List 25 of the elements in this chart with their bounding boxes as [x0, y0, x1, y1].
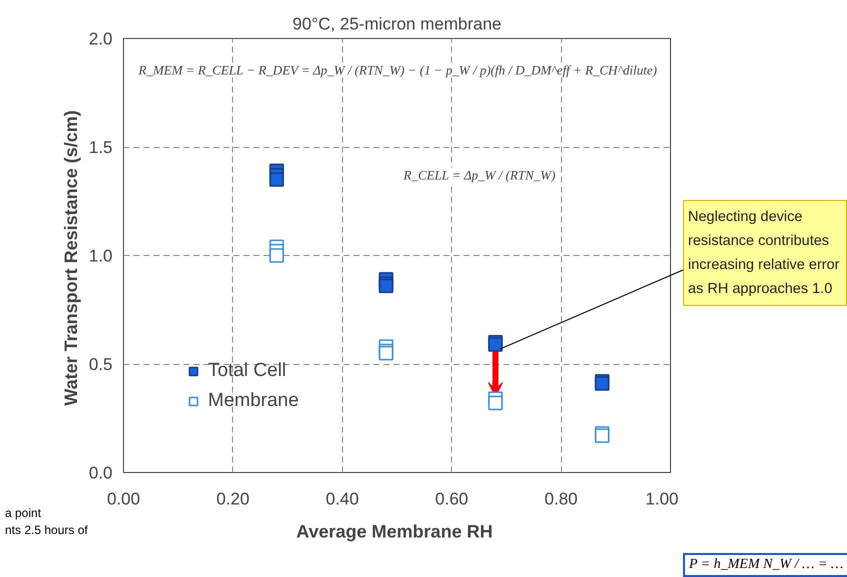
point [269, 172, 284, 187]
annotation: R_CELL = Δp_W / (RTN_W) [402, 168, 556, 182]
chart-title: 90°C, 25-micron membrane [292, 14, 502, 34]
annotation: Neglecting device resistance contributes increasing relative error as RH approaches 1.0 [688, 209, 840, 297]
text: nts 2.5 hours of [5, 523, 88, 537]
y-tick-label: 0.5 [88, 355, 113, 374]
x-tick-label: 1.00 [645, 490, 679, 508]
x-tick-label: 0.40 [326, 490, 359, 508]
y-tick-label: 0.0 [88, 464, 113, 482]
y-tick-label: 1.5 [88, 138, 113, 157]
y-tick-label: 1.0 [88, 246, 113, 266]
text: P = h_MEM N_W / … = … [683, 553, 847, 577]
x-tick-label: 0.80 [544, 490, 578, 508]
annotation: R_MEM = R_CELL − R_DEV = Δp_W / (RTN_W) − (1 − p_W / p)(fh / D_DM^eff + R_CH^dilute) [138, 62, 657, 78]
legend-label: Total Cell [208, 360, 286, 382]
legend-label: Membrane [208, 390, 299, 412]
x-axis-title: Average Membrane RH [296, 522, 493, 542]
y-tick-label: 2.0 [88, 30, 113, 48]
x-tick-label: 0.60 [435, 490, 468, 508]
y-axis-title: Water Transport Resistance (s/cm) [60, 110, 81, 406]
text: a point [5, 506, 42, 520]
x-tick-label: 0.00 [106, 490, 140, 508]
point [269, 248, 284, 263]
x-tick-label: 0.20 [216, 490, 250, 508]
point [488, 396, 503, 410]
